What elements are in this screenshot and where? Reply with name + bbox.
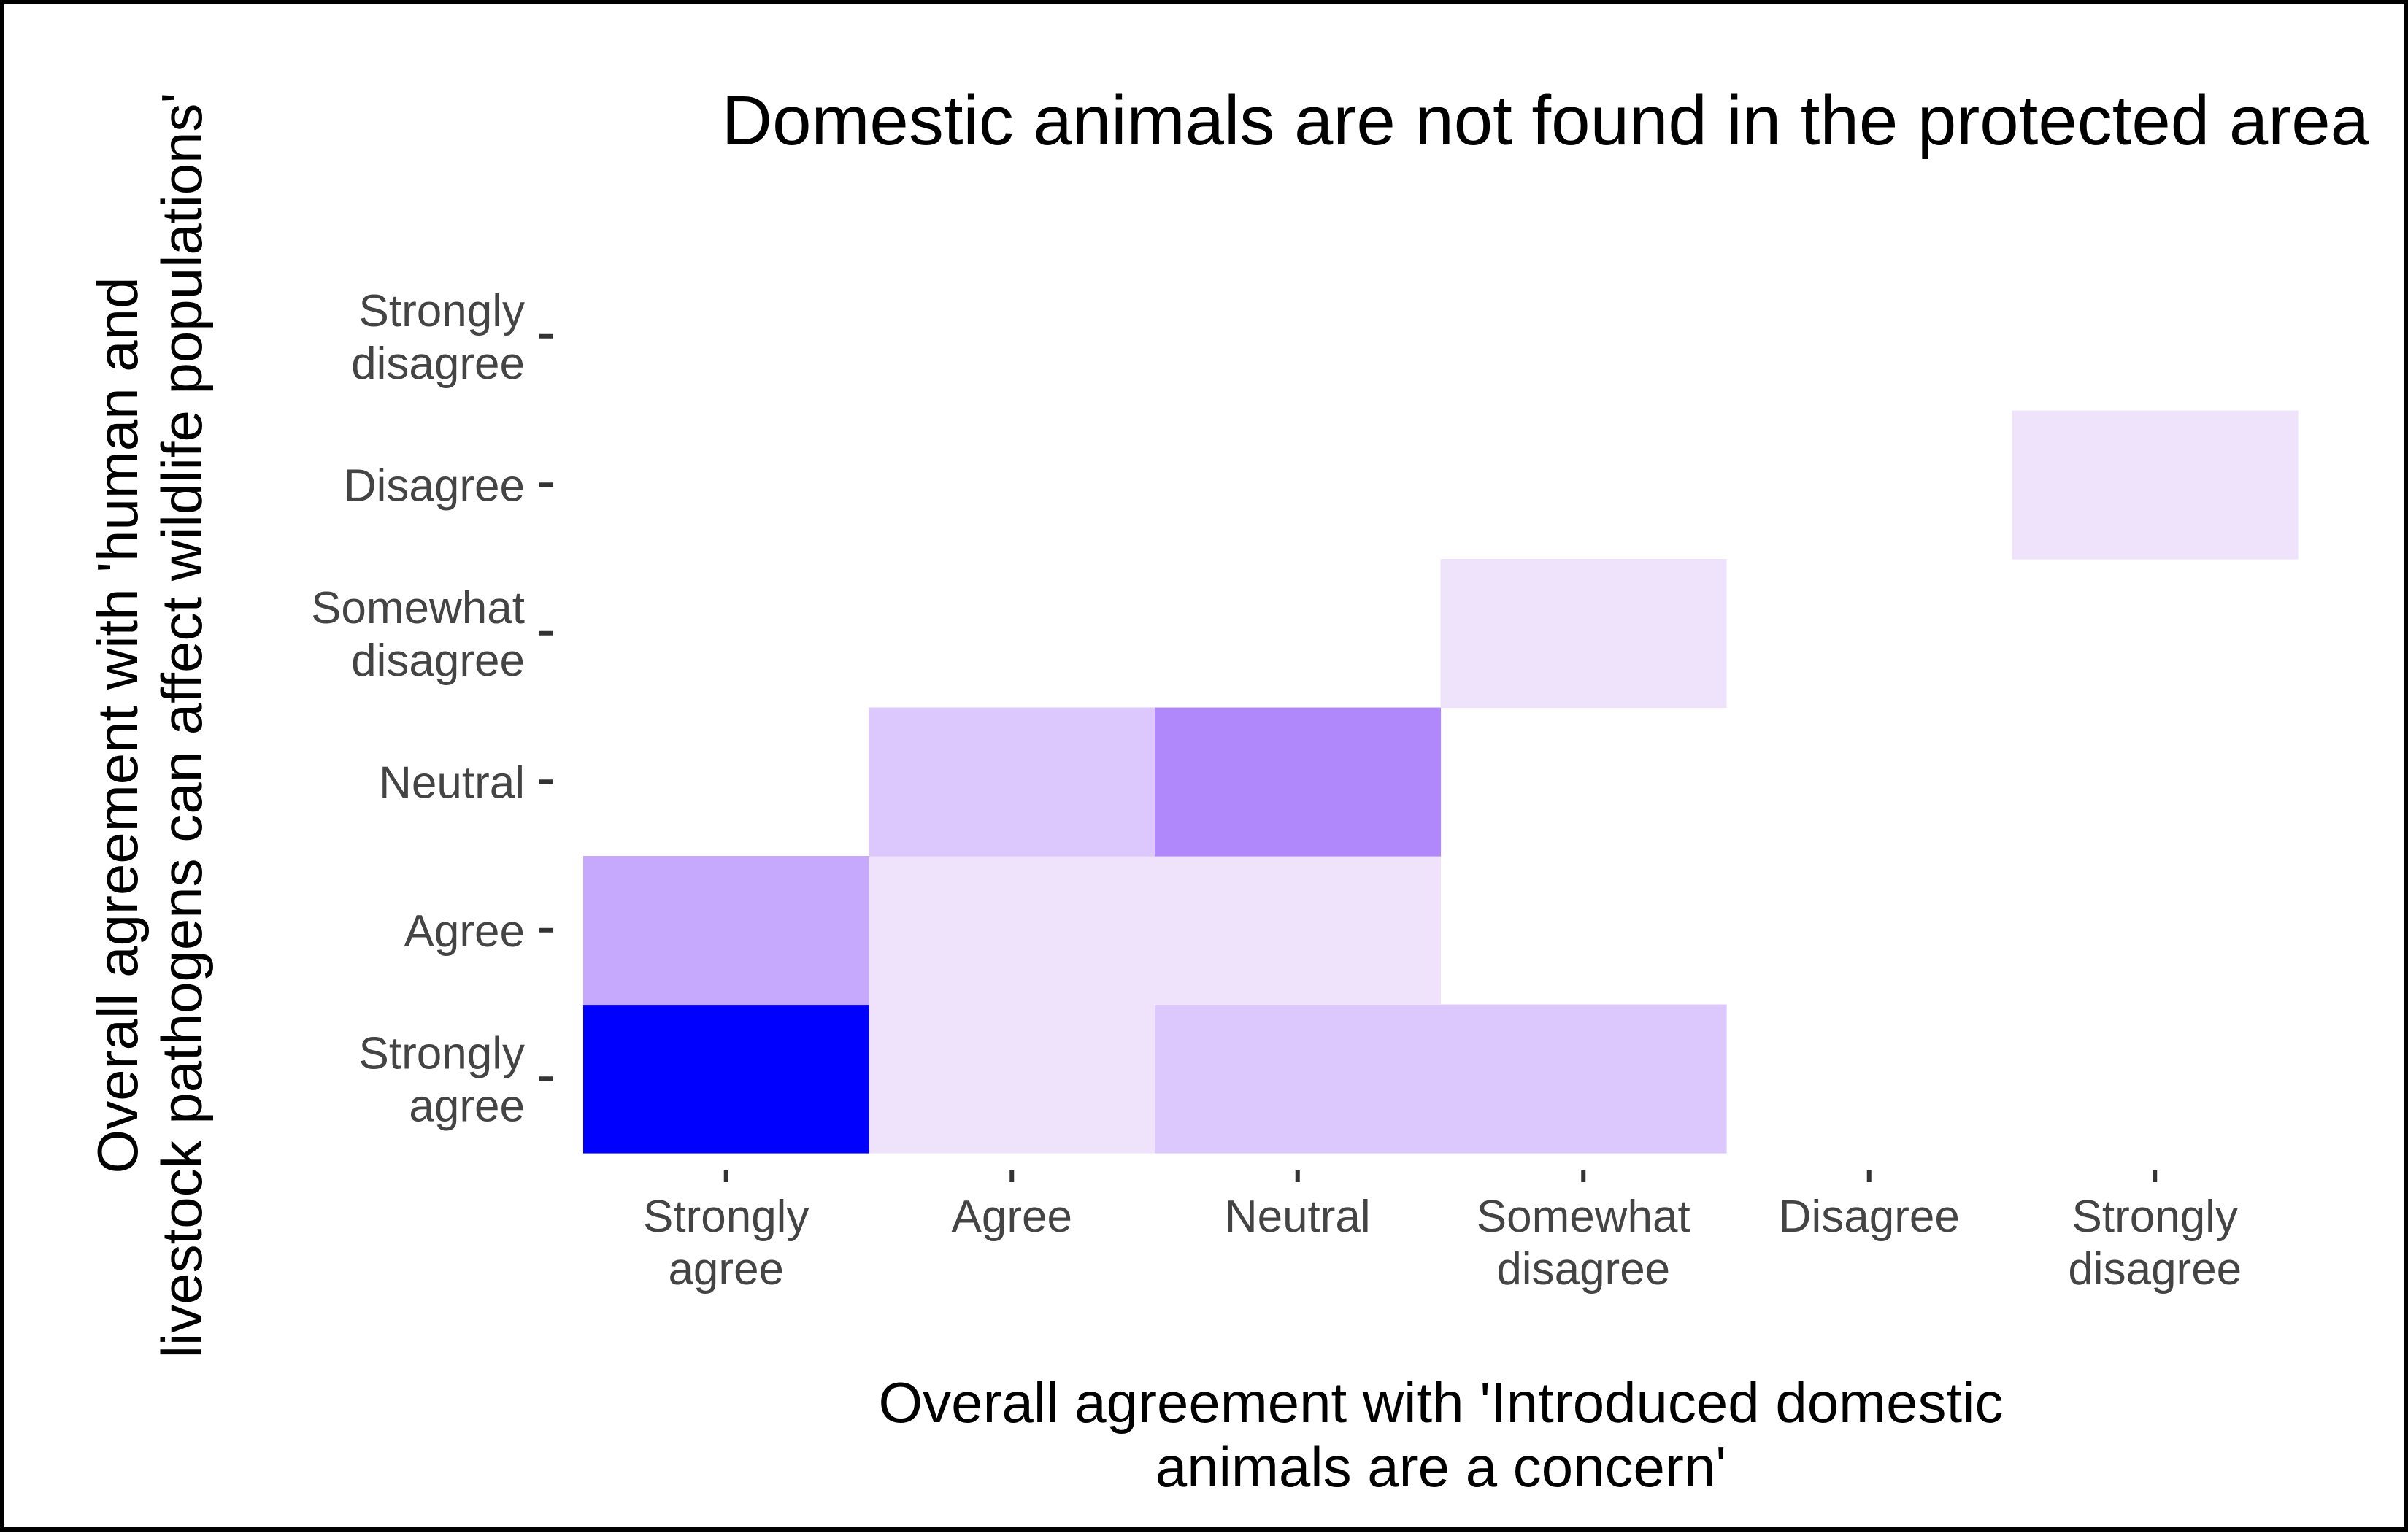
y-tick-label-agree: Agree bbox=[404, 906, 525, 957]
heatmap-cell-neutral-by-agree bbox=[1155, 856, 1442, 1006]
x-tick-label-somewhat-disagree: Somewhat disagree bbox=[1477, 1192, 1690, 1294]
x-axis-ticks: Strongly agree Agree Neutral Somewhat disagre… bbox=[643, 1170, 2242, 1294]
y-axis-ticks: Strongly agree Agree Neutral Somewhat disagre… bbox=[311, 286, 553, 1131]
y-tick-label-neutral: Neutral bbox=[379, 757, 525, 808]
heatmap-chart: Domestic animals are not found in the pr… bbox=[85, 82, 2370, 1499]
heatmap-cell-agree-by-agree bbox=[869, 856, 1155, 1006]
heatmap-cell-strongly-disagree-by-disagree bbox=[2012, 410, 2299, 560]
heatmap-cells bbox=[583, 410, 2299, 1154]
x-axis-title: Overall agreement with 'Introduced domes… bbox=[879, 1370, 2004, 1499]
y-tick-label-somewhat-disagree: Somewhat disagree bbox=[311, 583, 525, 686]
y-tick-label-strongly-agree: Strongly agree bbox=[359, 1028, 525, 1131]
chart-title: Domestic animals are not found in the pr… bbox=[722, 82, 2370, 160]
heatmap-cell-neutral-by-strongly-agree bbox=[1155, 1004, 1442, 1154]
heatmap-cell-neutral-by-neutral bbox=[1155, 707, 1442, 857]
x-tick-label-disagree: Disagree bbox=[1779, 1192, 1960, 1242]
heatmap-cell-agree-by-strongly-agree bbox=[869, 1004, 1155, 1154]
y-tick-label-strongly-disagree: Strongly disagree bbox=[351, 286, 525, 389]
heatmap-cell-strongly-agree-by-agree bbox=[583, 856, 870, 1006]
heatmap-cell-somewhat-disagree-by-strongly-agree bbox=[1440, 1004, 1727, 1154]
x-tick-label-agree: Agree bbox=[952, 1192, 1072, 1242]
heatmap-cell-agree-by-neutral bbox=[869, 707, 1155, 857]
heatmap-cell-somewhat-disagree-by-somewhat-disagree bbox=[1440, 559, 1727, 709]
x-tick-label-strongly-disagree: Strongly disagree bbox=[2068, 1192, 2242, 1294]
x-tick-label-neutral: Neutral bbox=[1225, 1192, 1371, 1242]
y-axis-title: Overall agreement with 'human andlivesto… bbox=[85, 93, 214, 1359]
heatmap-cell-strongly-agree-by-strongly-agree bbox=[583, 1004, 870, 1154]
y-tick-label-disagree: Disagree bbox=[344, 460, 525, 511]
x-tick-label-strongly-agree: Strongly agree bbox=[643, 1192, 809, 1294]
